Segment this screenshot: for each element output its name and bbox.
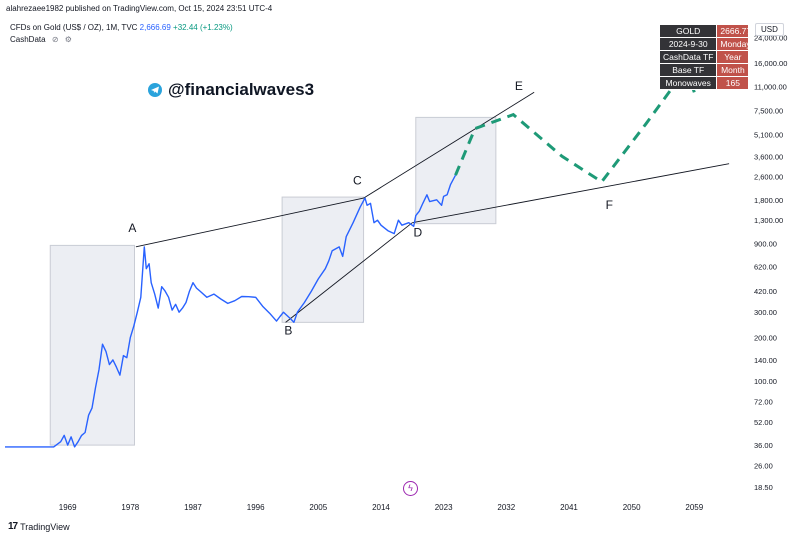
info-key: GOLD xyxy=(658,24,718,38)
y-tick-label: 2,600.00 xyxy=(754,173,783,182)
info-value: 165 xyxy=(716,76,750,90)
watermark-text: @financialwaves3 xyxy=(168,80,315,99)
trendline xyxy=(285,222,413,323)
eye-off-icon[interactable]: ⊘ xyxy=(51,35,59,44)
info-table: GOLD 2666.77 2024-9-30 Monday CashData TF Yea… xyxy=(658,24,750,90)
trendline xyxy=(412,163,730,224)
footer: 17 TradingView xyxy=(8,521,70,532)
y-tick-label: 26.00 xyxy=(754,462,773,471)
info-row: 2024-9-30 Monday xyxy=(658,37,750,51)
x-tick-label: 1978 xyxy=(121,503,139,512)
symbol-name[interactable]: CFDs on Gold (US$ / OZ), 1M, TVC xyxy=(10,23,138,32)
y-tick-label: 300.00 xyxy=(754,308,777,317)
price-change: +32.44 (+1.23%) xyxy=(173,23,233,32)
y-tick-label: 420.00 xyxy=(754,287,777,296)
y-tick-label: 52.00 xyxy=(754,418,773,427)
wave-label-c: C xyxy=(353,173,362,187)
info-row: CashData TF Year xyxy=(658,50,750,64)
info-row: Monowaves 165 xyxy=(658,76,750,90)
y-tick-label: 1,800.00 xyxy=(754,196,783,205)
price-series-line xyxy=(5,174,457,448)
wave-label-e: E xyxy=(515,79,523,93)
last-price: 2,666.69 xyxy=(139,23,171,32)
tradingview-logo-icon: 17 xyxy=(8,521,18,532)
info-row: GOLD 2666.77 xyxy=(658,24,750,38)
info-value: Month xyxy=(716,63,750,77)
y-tick-label: 5,100.00 xyxy=(754,131,783,140)
published-info: alahrezaee1982 published on TradingView.… xyxy=(6,4,273,13)
currency-button[interactable]: USD xyxy=(755,23,784,36)
wave-label-f: F xyxy=(606,198,613,212)
y-tick-label: 24,000.00 xyxy=(754,33,787,42)
indicator-name[interactable]: CashData xyxy=(10,35,46,44)
y-tick-label: 36.00 xyxy=(754,441,773,450)
x-tick-label: 1996 xyxy=(247,503,265,512)
trendline xyxy=(363,91,535,199)
y-tick-label: 16,000.00 xyxy=(754,59,787,68)
info-key: 2024-9-30 xyxy=(658,37,718,51)
wave-label-d: D xyxy=(414,226,423,240)
x-tick-label: 2059 xyxy=(685,503,703,512)
info-key: Base TF xyxy=(658,63,718,77)
x-tick-label: 2041 xyxy=(560,503,578,512)
x-tick-label: 2032 xyxy=(497,503,515,512)
info-key: Monowaves xyxy=(658,76,718,90)
telegram-icon xyxy=(148,83,162,97)
x-tick-label: 1969 xyxy=(59,503,77,512)
y-tick-label: 7,500.00 xyxy=(754,106,783,115)
wave-label-a: A xyxy=(128,221,136,235)
y-tick-label: 3,600.00 xyxy=(754,152,783,161)
info-key: CashData TF xyxy=(658,50,718,64)
info-value: 2666.77 xyxy=(716,24,750,38)
y-tick-label: 18.50 xyxy=(754,483,773,492)
highlight-box xyxy=(49,244,136,446)
settings-icon[interactable]: ⚙ xyxy=(64,35,72,44)
info-value: Monday xyxy=(716,37,750,51)
indicator-line: CashData ⊘ ⚙ xyxy=(10,35,72,44)
y-tick-label: 140.00 xyxy=(754,356,777,365)
info-row: Base TF Month xyxy=(658,63,750,77)
y-tick-label: 620.00 xyxy=(754,263,777,272)
x-tick-label: 2023 xyxy=(435,503,453,512)
tradingview-label: TradingView xyxy=(20,521,70,532)
x-tick-label: 1987 xyxy=(184,503,202,512)
y-tick-label: 72.00 xyxy=(754,398,773,407)
y-tick-label: 11,000.00 xyxy=(754,82,787,91)
wave-label-b: B xyxy=(284,324,292,338)
x-tick-label: 2005 xyxy=(309,503,327,512)
symbol-line: CFDs on Gold (US$ / OZ), 1M, TVC 2,666.6… xyxy=(10,23,233,32)
y-tick-label: 900.00 xyxy=(754,239,777,248)
lightning-icon[interactable]: ϟ xyxy=(403,481,418,496)
x-tick-label: 2014 xyxy=(372,503,390,512)
trendline xyxy=(135,197,364,248)
watermark: @financialwaves3 xyxy=(148,80,314,100)
y-tick-label: 1,300.00 xyxy=(754,216,783,225)
x-tick-label: 2050 xyxy=(623,503,641,512)
y-tick-label: 200.00 xyxy=(754,334,777,343)
highlight-box xyxy=(281,196,365,323)
info-value: Year xyxy=(716,50,750,64)
y-tick-label: 100.00 xyxy=(754,377,777,386)
